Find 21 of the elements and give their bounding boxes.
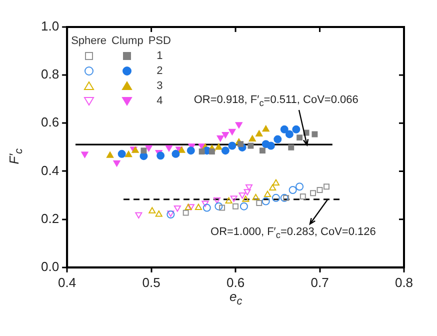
annotation: OR=0.918, F′$_{c}$=0.511, CoV=0.066 <box>194 93 358 108</box>
legend-label: 1 <box>156 50 164 62</box>
legend-label: 2 <box>156 65 164 77</box>
x-tick-label: 0.4 <box>58 274 76 290</box>
y-tick-label: 0.4 <box>40 162 60 178</box>
y-tick-label: 1.0 <box>40 18 60 34</box>
legend-label: 3 <box>156 80 164 92</box>
y-tick-label: 0.2 <box>40 210 60 226</box>
annotation: Clump <box>112 35 144 47</box>
x-tick-label: 0.6 <box>226 274 245 290</box>
y-tick-label: 0.0 <box>40 258 60 274</box>
y-tick-label: 0.6 <box>40 114 60 130</box>
annotation: Sphere <box>71 35 107 47</box>
legend-title: PSD <box>148 35 171 47</box>
y-tick-label: 0.8 <box>40 66 60 82</box>
annotation: OR=1.000, F′$_{c}$=0.283, CoV=0.126 <box>210 226 376 240</box>
x-tick-label: 0.8 <box>394 274 414 290</box>
x-tick-label: 0.5 <box>142 274 160 290</box>
legend-label: 4 <box>156 95 164 107</box>
x-axis-title: e$_{c}$ <box>230 289 242 308</box>
x-tick-label: 0.7 <box>310 274 329 290</box>
